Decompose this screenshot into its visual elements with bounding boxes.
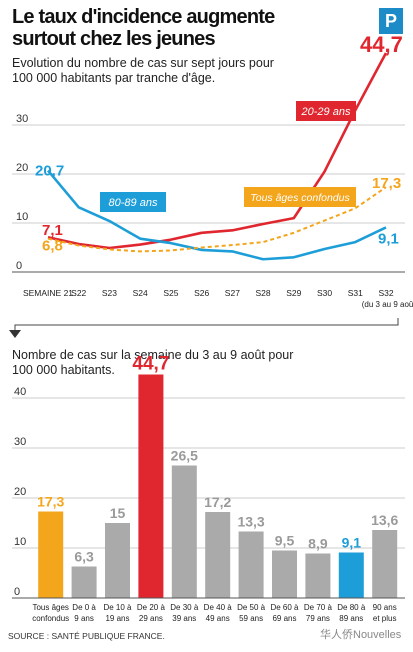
line-x-tick-label: S23 xyxy=(102,288,117,298)
bar-value-label: 17,2 xyxy=(204,494,231,510)
bar-value-label: 17,3 xyxy=(37,494,64,510)
bar xyxy=(372,530,398,598)
bar-category-label: De 60 à xyxy=(270,603,299,612)
bar-category-label: 39 ans xyxy=(172,614,196,623)
bar-y-tick-label: 40 xyxy=(14,386,26,398)
series-line xyxy=(47,52,388,250)
bar xyxy=(105,523,130,598)
bar-value-label: 9,1 xyxy=(342,535,362,551)
bar-category-label: 89 ans xyxy=(339,614,363,623)
bar-value-label: 44,7 xyxy=(132,354,169,375)
bar-category-label: De 40 à xyxy=(204,603,233,612)
series-start-label: 7,1 xyxy=(42,222,63,239)
bar-value-label: 13,3 xyxy=(237,514,264,530)
series-end-label: 9,1 xyxy=(378,230,399,247)
bar-category-label: De 0 à xyxy=(72,603,96,612)
bar-category-label: De 70 à xyxy=(304,603,333,612)
line-x-tick-label: S27 xyxy=(225,288,240,298)
bar-category-label: De 50 à xyxy=(237,603,266,612)
bar-category-label: 29 ans xyxy=(139,614,163,623)
line-y-tick-label: 0 xyxy=(16,260,22,272)
bar-y-tick-label: 10 xyxy=(14,536,26,548)
bar xyxy=(338,552,364,598)
bar xyxy=(238,531,264,598)
bar xyxy=(305,553,331,598)
series-tag xyxy=(244,187,356,207)
watermark: 华人侨Nouvelles xyxy=(320,629,402,641)
connector-line xyxy=(14,318,399,331)
bar-value-label: 9,5 xyxy=(275,533,295,549)
series-start-label: 6,8 xyxy=(42,238,63,255)
bar xyxy=(171,465,197,598)
bar-value-label: 26,5 xyxy=(171,448,198,464)
source-note: SOURCE : SANTÉ PUBLIQUE FRANCE. xyxy=(8,631,165,641)
bar-category-label: 9 ans xyxy=(74,614,94,623)
bar-y-tick-label: 20 xyxy=(14,486,26,498)
series-line xyxy=(47,186,387,253)
series-end-label: 44,7 xyxy=(360,32,403,57)
bar-category-label: 90 ans xyxy=(373,603,397,612)
line-chart-subtitle: Evolution du nombre de cas sur sept jour… xyxy=(12,56,274,85)
line-x-tick-label: S28 xyxy=(256,288,271,298)
line-x-tick-label: S24 xyxy=(133,288,148,298)
brand-logo: P xyxy=(379,8,403,34)
bar-y-tick-label: 30 xyxy=(14,436,26,448)
bar-category-label: 19 ans xyxy=(105,614,129,623)
line-x-tick-label: S32 xyxy=(378,288,393,298)
series-tag xyxy=(100,192,166,212)
bar xyxy=(272,550,297,598)
bar xyxy=(138,374,164,598)
line-x-tick-label: S22 xyxy=(71,288,86,298)
bar xyxy=(205,512,231,598)
line-x-tick-label: S25 xyxy=(163,288,178,298)
bar-category-label: De 20 à xyxy=(137,603,166,612)
bar xyxy=(71,566,97,598)
line-y-tick-label: 10 xyxy=(16,211,28,223)
bar-category-label: De 30 à xyxy=(170,603,199,612)
bar-category-label: confondus xyxy=(32,614,69,623)
series-tag-label: 20-29 ans xyxy=(301,106,351,118)
line-y-tick-label: 30 xyxy=(16,113,28,125)
line-x-tick-label: S31 xyxy=(348,288,363,298)
bar-category-label: Tous âges xyxy=(32,603,68,612)
bar-category-label: De 80 à xyxy=(337,603,366,612)
line-x-note: (du 3 au 9 août) xyxy=(362,300,413,309)
bar-chart-subtitle: Nombre de cas sur la semaine du 3 au 9 a… xyxy=(12,348,294,377)
line-x-tick-label: S26 xyxy=(194,288,209,298)
series-start-label: 20,7 xyxy=(35,163,64,180)
bar-category-label: 59 ans xyxy=(239,614,263,623)
bar-y-tick-label: 0 xyxy=(14,586,20,598)
connector-arrow xyxy=(9,330,21,338)
line-x-tick-label: SEMAINE 21 xyxy=(23,288,73,298)
bar-value-label: 15 xyxy=(110,505,126,521)
series-tag-label: Tous âges confondus xyxy=(250,192,350,204)
bar-category-label: 49 ans xyxy=(206,614,230,623)
line-y-tick-label: 20 xyxy=(16,162,28,174)
series-end-label: 17,3 xyxy=(372,175,401,192)
line-x-tick-label: S29 xyxy=(286,288,301,298)
series-tag-label: 80-89 ans xyxy=(109,197,158,209)
bar-value-label: 13,6 xyxy=(371,512,398,528)
bar-category-label: De 10 à xyxy=(103,603,132,612)
bar-value-label: 6,3 xyxy=(74,549,94,565)
series-tag xyxy=(296,101,356,121)
page-title: Le taux d'incidence augmente surtout che… xyxy=(12,6,275,50)
bar-category-label: et plus xyxy=(373,614,397,623)
bar xyxy=(38,511,64,598)
bar-category-label: 79 ans xyxy=(306,614,330,623)
series-line xyxy=(47,169,387,261)
bar-category-label: 69 ans xyxy=(272,614,296,623)
bar-value-label: 8,9 xyxy=(308,536,328,552)
line-x-tick-label: S30 xyxy=(317,288,332,298)
